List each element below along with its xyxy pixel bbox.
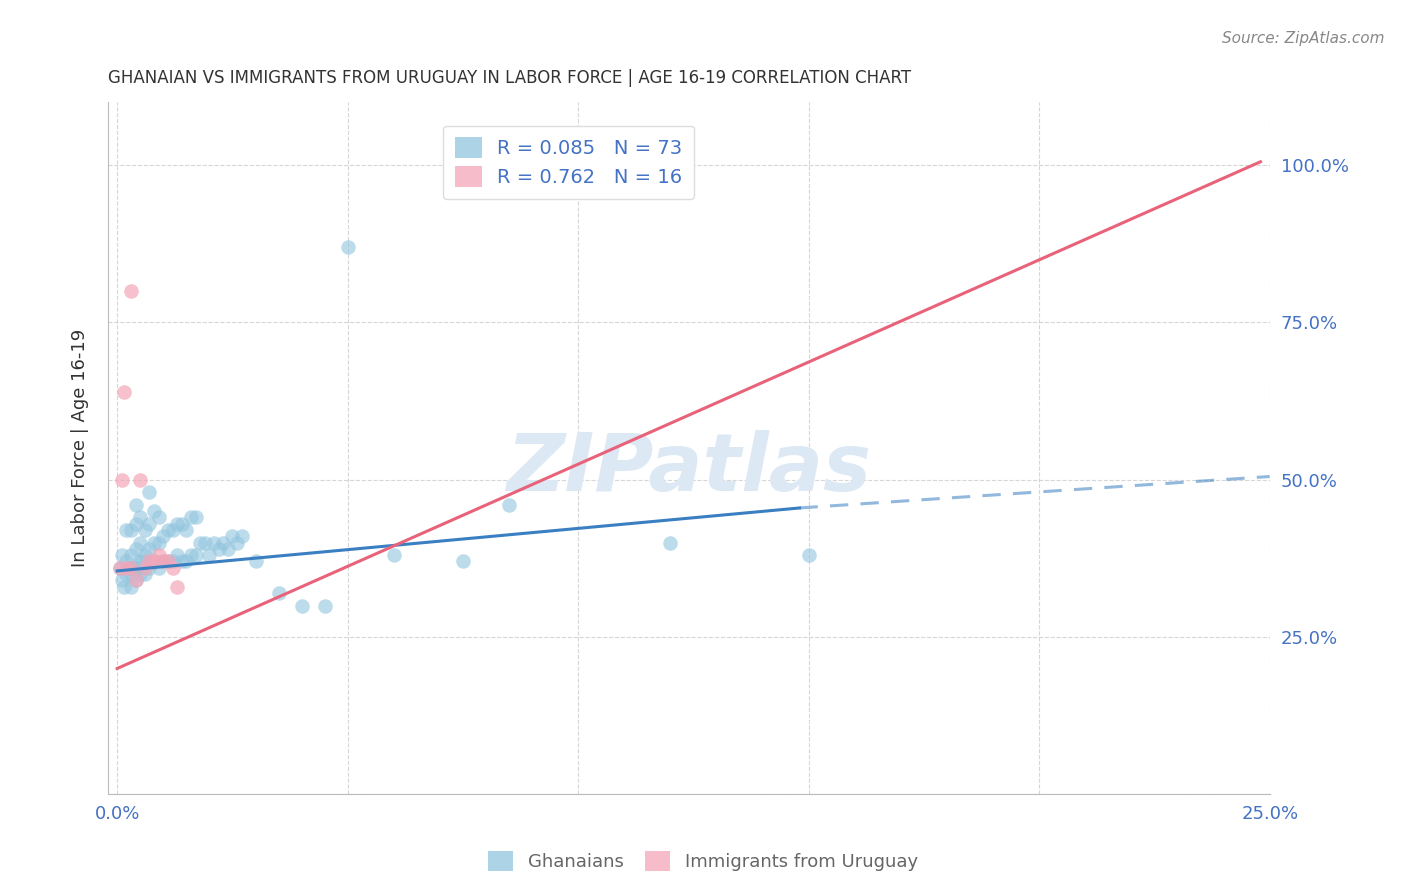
Point	[120, 548, 142, 562]
Point	[112, 384, 135, 399]
Point	[120, 561, 142, 575]
Point	[148, 548, 170, 562]
Point	[166, 548, 188, 562]
Point	[124, 498, 146, 512]
Point	[188, 535, 211, 549]
Point	[162, 554, 184, 568]
Legend: R = 0.085   N = 73, R = 0.762   N = 16: R = 0.085 N = 73, R = 0.762 N = 16	[443, 126, 695, 199]
Point	[152, 554, 174, 568]
Y-axis label: In Labor Force | Age 16-19: In Labor Force | Age 16-19	[72, 329, 89, 567]
Point	[134, 567, 156, 582]
Point	[170, 554, 193, 568]
Point	[176, 554, 198, 568]
Point	[176, 523, 198, 537]
Point	[336, 240, 359, 254]
Point	[148, 535, 170, 549]
Point	[314, 599, 336, 613]
Point	[382, 548, 405, 562]
Point	[198, 548, 221, 562]
Point	[112, 580, 135, 594]
Point	[184, 548, 207, 562]
Point	[156, 554, 179, 568]
Point	[120, 284, 142, 298]
Point	[156, 523, 179, 537]
Point	[134, 548, 156, 562]
Point	[143, 554, 166, 568]
Point	[111, 548, 134, 562]
Point	[148, 510, 170, 524]
Point	[212, 535, 235, 549]
Point	[131, 554, 153, 568]
Point	[162, 561, 184, 575]
Point	[134, 523, 156, 537]
Point	[797, 548, 820, 562]
Text: Source: ZipAtlas.com: Source: ZipAtlas.com	[1222, 31, 1385, 46]
Point	[129, 567, 152, 582]
Point	[180, 548, 202, 562]
Point	[115, 567, 138, 582]
Point	[221, 529, 243, 543]
Point	[129, 473, 152, 487]
Point	[129, 510, 152, 524]
Point	[124, 516, 146, 531]
Point	[108, 561, 131, 575]
Point	[115, 554, 138, 568]
Point	[245, 554, 267, 568]
Point	[143, 554, 166, 568]
Point	[217, 541, 239, 556]
Point	[122, 561, 145, 575]
Point	[207, 541, 229, 556]
Point	[124, 574, 146, 588]
Point	[202, 535, 225, 549]
Point	[120, 580, 142, 594]
Point	[134, 561, 156, 575]
Point	[231, 529, 253, 543]
Text: ZIPatlas: ZIPatlas	[506, 430, 872, 508]
Point	[498, 498, 520, 512]
Point	[138, 485, 160, 500]
Point	[166, 580, 188, 594]
Point	[138, 541, 160, 556]
Point	[148, 561, 170, 575]
Point	[152, 554, 174, 568]
Point	[138, 516, 160, 531]
Point	[124, 541, 146, 556]
Point	[659, 535, 682, 549]
Legend: Ghanaians, Immigrants from Uruguay: Ghanaians, Immigrants from Uruguay	[481, 844, 925, 879]
Point	[127, 561, 149, 575]
Point	[120, 567, 142, 582]
Point	[138, 561, 160, 575]
Point	[226, 535, 249, 549]
Point	[120, 523, 142, 537]
Point	[180, 510, 202, 524]
Point	[111, 574, 134, 588]
Point	[138, 554, 160, 568]
Point	[124, 561, 146, 575]
Point	[184, 510, 207, 524]
Point	[115, 523, 138, 537]
Point	[124, 574, 146, 588]
Point	[451, 554, 474, 568]
Point	[170, 516, 193, 531]
Text: GHANAIAN VS IMMIGRANTS FROM URUGUAY IN LABOR FORCE | AGE 16-19 CORRELATION CHART: GHANAIAN VS IMMIGRANTS FROM URUGUAY IN L…	[108, 69, 911, 87]
Point	[156, 554, 179, 568]
Point	[166, 516, 188, 531]
Point	[115, 561, 138, 575]
Point	[129, 535, 152, 549]
Point	[111, 473, 134, 487]
Point	[162, 523, 184, 537]
Point	[143, 535, 166, 549]
Point	[291, 599, 314, 613]
Point	[108, 561, 131, 575]
Point	[194, 535, 217, 549]
Point	[152, 529, 174, 543]
Point	[267, 586, 290, 600]
Point	[129, 554, 152, 568]
Point	[118, 561, 141, 575]
Point	[143, 504, 166, 518]
